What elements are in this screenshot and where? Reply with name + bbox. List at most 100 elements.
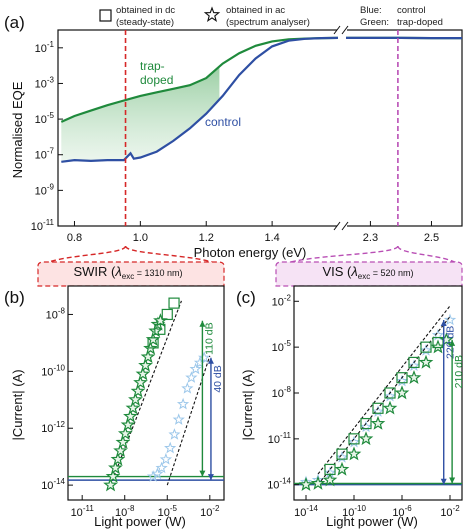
panel-b-frame: [67, 285, 225, 501]
panel-c-xtick-label: 10-6: [392, 504, 412, 519]
panel-b-label: (b): [4, 288, 25, 307]
panel-b-control-point: [146, 470, 160, 482]
panel-b-trap-star-point: [128, 392, 143, 407]
panel-a-label: (a): [4, 13, 25, 32]
panel-b-ytick-label: 10-14: [41, 477, 65, 492]
panel-a-ytick-label: 10-5: [35, 111, 55, 126]
panel-b-control-point: [168, 428, 181, 440]
panel-b-control-point: [181, 382, 194, 394]
panel-b-xtick-label: 10-5: [158, 504, 178, 519]
panel-c-ytick-label: 10-2: [272, 293, 292, 308]
panel-c-arrowhead: [449, 339, 456, 346]
panel-b-control-point: [172, 413, 185, 425]
panel-c-arrowhead: [449, 477, 456, 484]
panel-c-arrowhead: [440, 478, 447, 485]
panel-c-dc-square-point: [384, 387, 396, 399]
panel-b-arrowhead: [207, 357, 214, 364]
panel-c-trap-star-point: [358, 431, 374, 446]
panel-c-trap-star-point: [370, 415, 386, 430]
panel-a-xtick-label: 1.2: [199, 232, 214, 244]
red-bracket-left: [37, 245, 127, 271]
panel-b-trap-star-point: [140, 349, 156, 364]
legend-blue-value: control: [397, 5, 426, 16]
panel-a-gap-fill: [61, 66, 220, 162]
panel-b-range-label: 40 dB: [212, 365, 224, 392]
panel-b-control-point: [151, 467, 164, 480]
panel-b-control-point: [185, 371, 198, 383]
panel-b-trap-star-point: [110, 451, 126, 466]
legend-ac-line1: obtained in ac: [226, 5, 285, 16]
panel-b-dc-square-point: [161, 308, 173, 321]
panel-b-trap-star-point: [120, 417, 136, 432]
panel-c-xtick-label: 10-14: [294, 504, 318, 519]
panel-b-control-point: [159, 452, 173, 465]
axis-break-mark: [333, 25, 341, 35]
panel-b-trap-star-point: [153, 313, 168, 327]
annotation-control: control: [205, 115, 241, 129]
panel-b-title: SWIR (λexc = 1310 nm): [73, 264, 182, 281]
panel-b-arrowhead: [207, 474, 214, 481]
annotation-trap-line2: doped: [140, 73, 173, 87]
panel-a-xtick-label: 1.0: [133, 232, 148, 244]
panel-a-ytick-label: 10-7: [35, 147, 55, 162]
panel-b-trap-star-point: [130, 383, 146, 398]
axis-break-mark: [341, 25, 349, 35]
panel-c-range-label: 220 dB: [445, 326, 457, 359]
panel-b-dc-square-point: [147, 337, 159, 349]
panel-a-ytick-label: 10-9: [35, 182, 55, 197]
panel-c-dashed-fit: [317, 305, 451, 475]
panel-b-ytick-label: 10-12: [41, 420, 65, 435]
panel-c-trap-star-point: [394, 385, 410, 400]
panel-b-dc-square-point: [168, 297, 180, 309]
axis-break-mark: [341, 221, 349, 231]
panel-c-dc-square-point: [432, 336, 444, 349]
panel-a-chart: 10-1 10-3 10-5 10-7 10-9 10-11 0.8 1.0 1.2 1.4 2.3…: [31, 25, 463, 287]
panel-c-trap-star-point: [406, 369, 422, 385]
panel-a-ytick-label: 10-1: [35, 40, 55, 55]
legend-dc-line1: obtained in dc: [116, 5, 175, 16]
panel-a-ytick-label: 10-3: [35, 75, 55, 90]
panel-b-xtick-label: 10-2: [200, 504, 220, 519]
panel-a-xtick-label: 0.8: [67, 232, 82, 244]
panel-b-trap-star-point: [138, 357, 153, 372]
panel-c-control-point: [443, 313, 457, 326]
panel-b-range-label: 110 dB: [203, 322, 215, 355]
panel-c-ytick-label: 10-8: [272, 385, 292, 400]
panel-c-dc-square-point: [360, 417, 372, 430]
annotation-trap-line1: trap-: [140, 59, 165, 73]
panel-b-ytick-label: 10-8: [46, 306, 66, 321]
panel-c-dc-square-point: [372, 402, 384, 414]
panel-b-trap-star-point: [105, 468, 121, 483]
panel-c-dc-square-point: [336, 448, 348, 460]
panel-c-xlabel: Light power (W): [326, 514, 418, 529]
panel-b-trap-star-point: [125, 400, 141, 415]
panel-c-dc-square-point: [408, 356, 420, 369]
panel-a-xtick-label: 2.5: [424, 232, 439, 244]
legend-green-key: Green:: [360, 17, 389, 28]
panel-c-trap-star-point: [382, 400, 398, 415]
legend: obtained in dc (steady-state) obtained i…: [99, 5, 443, 28]
panel-b-title-box: [37, 261, 225, 287]
panel-b-arrowhead: [199, 320, 206, 327]
panel-b-trap-star-point: [133, 375, 148, 389]
panel-b-arrowhead: [199, 470, 206, 477]
panel-b-dc-square-point: [154, 323, 166, 335]
panel-c-arrowhead: [440, 319, 447, 326]
panel-b-dashed-fit: [166, 355, 211, 486]
panel-b-chart: 110 dB 40 dB 10-11 10-8 10-5 10-2 10-8 10-10 10-…: [41, 285, 225, 519]
panel-c-ytick-label: 10-14: [267, 477, 291, 492]
star-marker-icon: [203, 6, 221, 22]
panel-a-xtick-label: 1.4: [264, 232, 279, 244]
legend-dc-line2: (steady-state): [116, 17, 174, 28]
axis-break-bottom-mask: [337, 222, 347, 230]
panel-b-trap-star-point: [103, 477, 118, 492]
trap-doped-line-left: [60, 36, 339, 123]
panel-a-frame: [57, 29, 463, 227]
panel-c-ylabel: |Current| (A): [240, 369, 255, 440]
panel-c-trap-star-point: [322, 472, 338, 487]
panel-c-trap-star-point: [346, 446, 362, 461]
panel-c-dc-square-point: [396, 372, 408, 384]
panel-c-dc-square-point: [420, 341, 432, 353]
panel-c-trap-star-point: [298, 476, 314, 492]
legend-green-value: trap-doped: [397, 17, 443, 28]
